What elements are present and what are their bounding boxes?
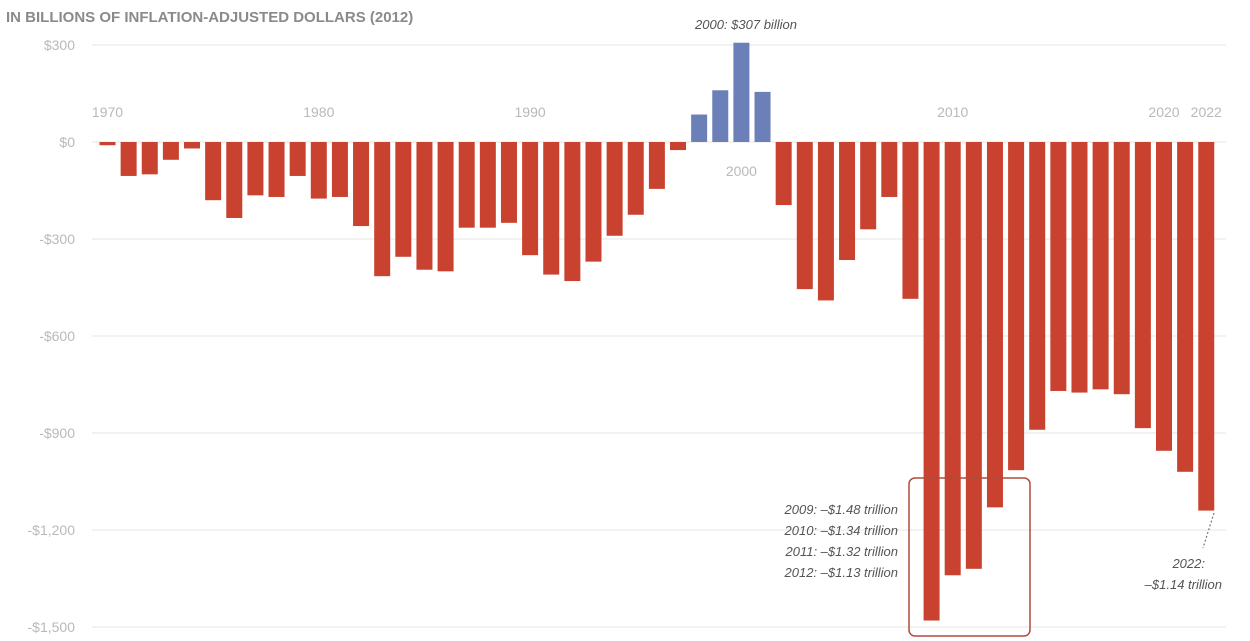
bar-2007: [881, 142, 898, 197]
chart-subtitle: IN BILLIONS OF INFLATION-ADJUSTED DOLLAR…: [6, 9, 413, 26]
bar-1973: [162, 142, 179, 160]
bar-1990: [522, 142, 539, 256]
x-tick-label: 1980: [303, 104, 334, 120]
bar-1989: [500, 142, 517, 223]
bar-1979: [289, 142, 306, 176]
y-axis-ticks: $300 $0 -$300 -$600 -$900 -$1,200 -$1,500: [28, 37, 76, 635]
bar-2006: [860, 142, 877, 230]
x-tick-label: 1970: [92, 104, 123, 120]
box-annotation-line-2010: 2010: –$1.34 trillion: [784, 523, 898, 538]
bar-1999: [712, 90, 729, 142]
bar-2010: [944, 142, 961, 576]
bar-2001: [754, 91, 771, 142]
bar-1995: [627, 142, 644, 215]
bar-2022: [1198, 142, 1215, 511]
bar-1992: [564, 142, 581, 282]
bar-1998: [691, 114, 708, 142]
bar-1980: [310, 142, 327, 199]
box-annotation-line-2009: 2009: –$1.48 trillion: [784, 502, 898, 517]
bar-2009: [923, 142, 940, 621]
y-tick-label: -$1,200: [28, 522, 76, 538]
bar-1984: [395, 142, 412, 257]
x-tick-label: 1990: [515, 104, 546, 120]
bar-2005: [839, 142, 856, 261]
bar-1970: [99, 142, 116, 146]
bar-1994: [606, 142, 623, 236]
bar-2016: [1071, 142, 1088, 393]
bar-1988: [479, 142, 496, 228]
y-tick-label: -$600: [39, 328, 75, 344]
peak-annotation: 2000: $307 billion: [694, 17, 797, 32]
highlight-box: [908, 477, 1031, 637]
bar-1976: [226, 142, 243, 218]
x-axis-ticks: 1970 1980 1990 2000 2010 2020 2022: [92, 104, 1222, 179]
x-tick-label: 2010: [937, 104, 968, 120]
bar-2004: [817, 142, 834, 301]
bar-1971: [120, 142, 137, 176]
bar-1978: [268, 142, 285, 197]
bar-1985: [416, 142, 433, 270]
x-tick-label: 2020: [1148, 104, 1179, 120]
bar-1981: [331, 142, 348, 197]
bar-2000: [733, 42, 750, 143]
last-annotation-value: –$1.14 trillion: [1144, 577, 1222, 592]
bar-1982: [353, 142, 370, 227]
annotations: 2000: $307 billion 2009: –$1.48 trillion…: [694, 17, 1222, 637]
bar-1974: [184, 142, 201, 149]
box-annotation-line-2011: 2011: –$1.32 trillion: [784, 544, 898, 559]
bar-1993: [585, 142, 602, 262]
bar-1977: [247, 142, 264, 196]
y-tick-label: $0: [59, 134, 75, 150]
bar-2013: [1008, 142, 1025, 471]
bar-1991: [543, 142, 560, 275]
bar-1997: [670, 142, 687, 151]
y-tick-label: -$300: [39, 231, 75, 247]
bar-2002: [775, 142, 792, 206]
box-annotation-line-2012: 2012: –$1.13 trillion: [784, 565, 898, 580]
bar-1972: [141, 142, 158, 175]
bar-2017: [1092, 142, 1109, 390]
bar-1983: [374, 142, 391, 277]
last-annotation-year: 2022:: [1171, 556, 1205, 571]
x-tick-label: 2000: [726, 163, 757, 179]
bar-1986: [437, 142, 454, 272]
y-tick-label: -$900: [39, 425, 75, 441]
bar-2015: [1050, 142, 1067, 391]
bar-2019: [1134, 142, 1151, 429]
bar-2018: [1113, 142, 1130, 395]
bar-1987: [458, 142, 475, 228]
bar-2020: [1156, 142, 1172, 451]
x-tick-label: 2022: [1191, 104, 1222, 120]
bar-2011: [965, 142, 982, 569]
bar-2012: [986, 142, 1003, 508]
bar-2021: [1177, 142, 1194, 472]
bar-2008: [902, 142, 919, 299]
y-tick-label: -$1,500: [28, 619, 76, 635]
bar-1996: [648, 142, 665, 189]
bar-2014: [1029, 142, 1046, 430]
y-tick-label: $300: [44, 37, 75, 53]
bars: [99, 42, 1215, 621]
bar-2003: [796, 142, 813, 290]
bar-1975: [205, 142, 222, 201]
